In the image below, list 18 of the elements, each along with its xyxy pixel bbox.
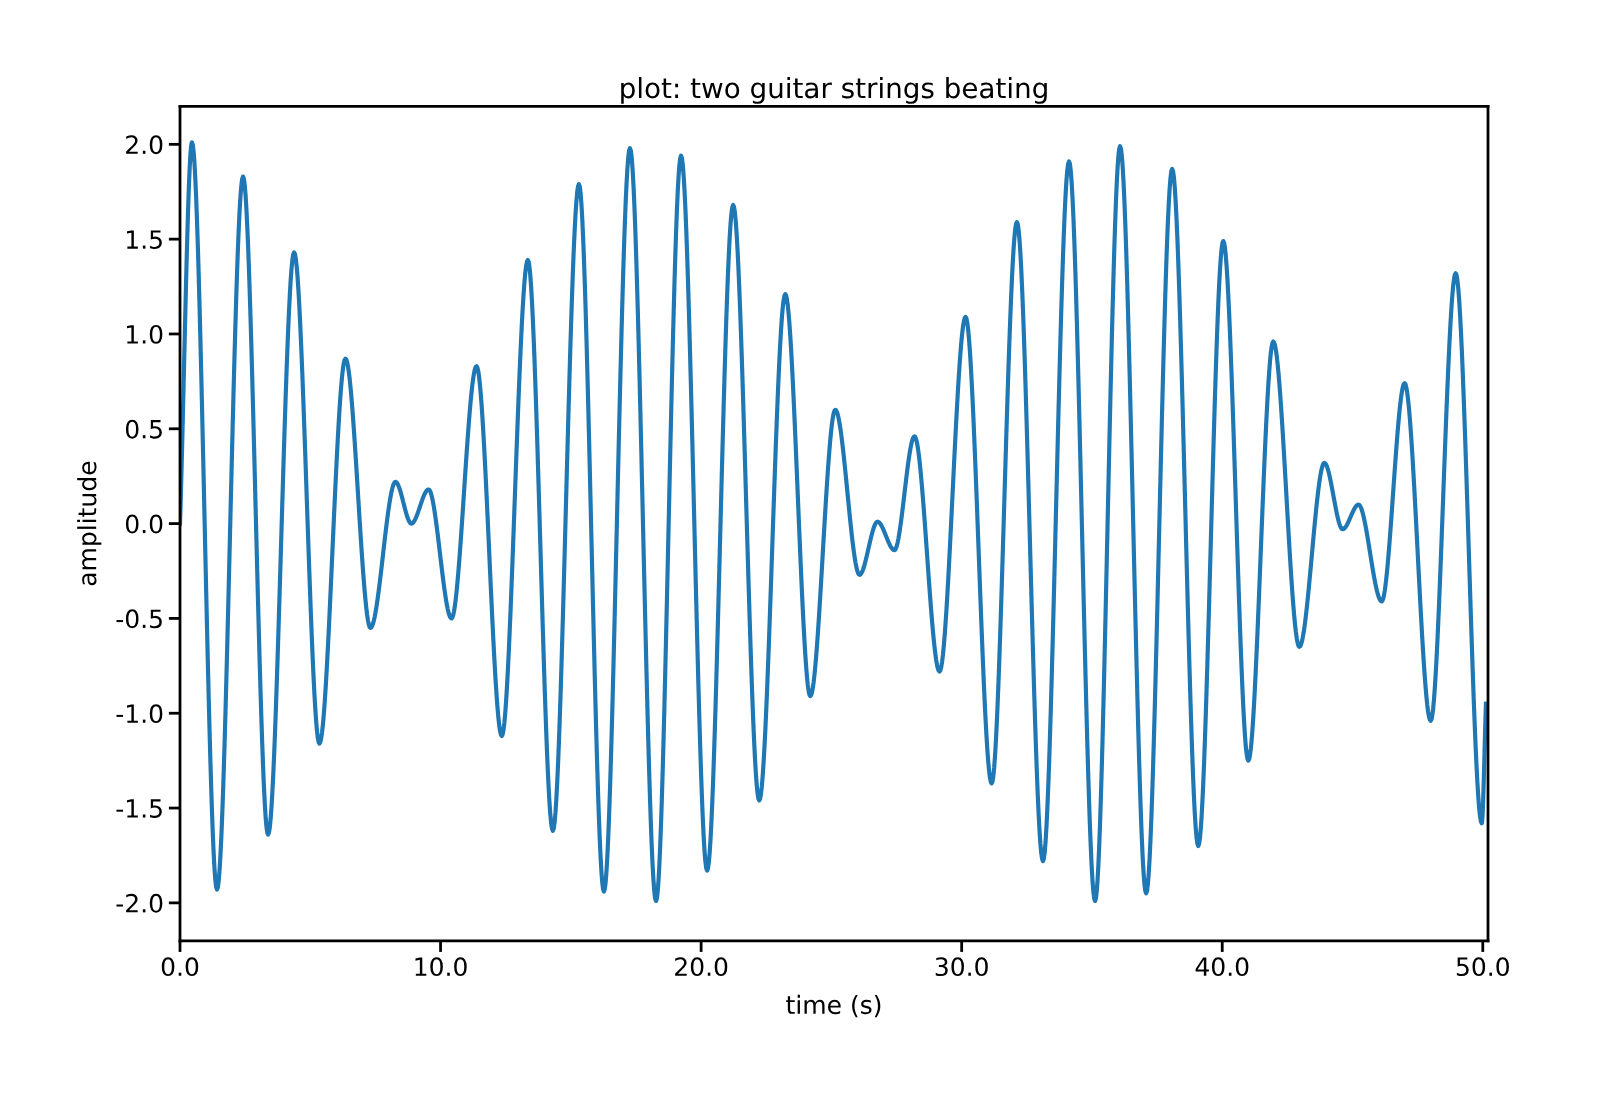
x-tick-label: 40.0 xyxy=(1195,957,1249,977)
y-tick-label: 0.5 xyxy=(125,419,162,439)
x-tick-label: 0.0 xyxy=(161,957,199,977)
y-axis-title: amplitude xyxy=(77,461,102,586)
y-tick-label: -2.0 xyxy=(116,893,163,913)
x-tick-label: 30.0 xyxy=(935,957,988,977)
y-tick-label: -1.0 xyxy=(116,704,163,724)
x-axis-title: time (s) xyxy=(786,994,881,1018)
y-tick-label: -0.5 xyxy=(116,609,162,629)
y-tick-label: 0.0 xyxy=(125,514,163,534)
y-tick-label: 1.0 xyxy=(127,324,163,344)
x-tick-label: 10.0 xyxy=(415,957,467,977)
x-tick-label: 50.0 xyxy=(1456,957,1509,977)
chart-title: plot: two guitar strings beating xyxy=(621,76,1047,104)
y-tick-label: -1.5 xyxy=(116,799,162,818)
x-tick-label: 20.0 xyxy=(675,957,728,977)
y-tick-label: 2.0 xyxy=(126,135,163,155)
y-tick-label: 1.5 xyxy=(127,230,162,249)
